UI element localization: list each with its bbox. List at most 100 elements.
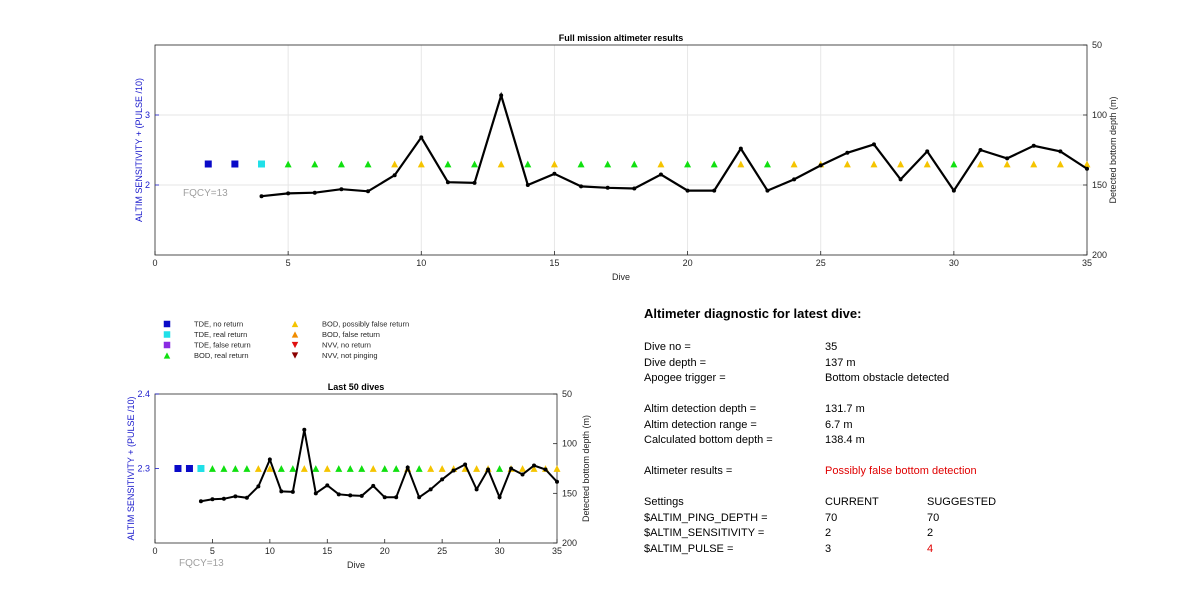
triangle-up-marker [1003,160,1011,168]
data-point [532,463,537,468]
data-point [198,499,203,504]
chart-title: Full mission altimeter results [559,33,684,43]
triangle-up-marker [358,465,366,472]
plot-frame [154,44,1088,256]
triangle-down-marker [291,352,299,359]
x-tick-label: 15 [549,258,559,268]
setting-current: 2 [825,527,832,539]
y-tick-label: 2.4 [137,389,150,399]
data-point [267,457,272,462]
data-point [486,467,491,472]
data-point [818,163,823,168]
square-marker [163,341,171,349]
data-point [210,497,215,502]
triangle-up-marker [710,160,718,168]
triangle-up-marker [163,352,171,359]
data-point [951,188,956,193]
triangle-up-marker [471,160,479,168]
triangle-up-marker [497,160,505,168]
results-label: Altimeter results = [644,465,733,477]
x-tick-label: 5 [210,546,215,556]
data-point [925,149,930,154]
dive-no-value: 35 [825,341,838,353]
data-point [366,189,371,194]
data-point [765,188,770,193]
altim-range-row: Altim detection range = 6.7 m [644,419,1164,435]
data-point [259,194,264,199]
data-point [428,487,433,492]
triangle-up-marker [923,160,931,168]
x-tick-label: 20 [683,258,693,268]
x-tick-label: 10 [416,258,426,268]
legend-label: TDE, real return [194,330,247,339]
data-point [463,462,468,467]
y-tick-label: 2 [145,180,150,190]
square-marker [185,465,193,472]
triangle-up-marker [392,465,400,472]
legend-entry: BOD, false return [291,330,380,339]
setting-name: $ALTIM_PULSE = [644,542,734,555]
data-point [392,173,397,178]
triangle-up-marker [337,160,345,168]
calc-depth-row: Calculated bottom depth = 138.4 m [644,434,1164,450]
data-point [290,489,295,494]
setting-row: $ALTIM_PING_DEPTH = 70 70 [644,512,1164,528]
y-tick-label: 2.3 [137,464,150,474]
full-mission-chart: 0 5 10 15 20 25 30 35 2 3 50 100 150 200 Full mission … [134,33,1118,282]
current-label: CURRENT [825,496,879,508]
triangle-up-marker [976,160,984,168]
x-tick-label: 30 [495,546,505,556]
triangle-up-marker [415,465,423,472]
square-marker [231,160,239,168]
y-right-tick-label: 150 [562,488,577,498]
data-point [417,495,422,500]
triangle-down-marker [291,341,299,349]
y-tick-label: 3 [145,110,150,120]
data-point [1031,143,1036,148]
data-point [256,484,261,489]
square-marker [258,160,266,168]
x-axis-label: Dive [612,272,630,282]
x-axis-label: Dive [347,560,365,570]
data-point [605,185,610,190]
triangle-up-marker [277,465,285,472]
data-point [497,495,502,500]
setting-suggested: 2 [927,527,934,539]
altim-depth-value: 131.7 m [825,403,865,415]
data-point [552,171,557,176]
dive-depth-row: Dive depth = 137 m [644,357,1164,373]
data-point [509,466,514,471]
data-point [359,493,364,498]
triangle-up-marker [438,465,446,472]
settings-header-row: Settings CURRENT SUGGESTED [644,496,1164,512]
triangle-up-marker [220,465,228,472]
diagnostic-panel: Altimeter diagnostic for latest dive: Di… [644,306,1164,558]
plot-frame [154,393,558,544]
data-point [339,187,344,192]
y-right-tick-label: 100 [562,439,577,449]
calc-depth-label: Calculated bottom depth = [644,434,773,446]
depth-line [261,91,1088,198]
x-tick-label: 0 [152,258,157,268]
x-tick-label: 0 [152,546,157,556]
data-point [555,479,559,484]
chart-title: Last 50 dives [328,382,385,392]
triangle-up-marker [444,160,452,168]
triangle-up-marker [550,160,558,168]
data-point [221,496,226,501]
triangle-up-marker [289,465,297,472]
data-point [302,427,307,432]
data-point [685,188,690,193]
triangle-up-marker [335,465,343,472]
results-value: Possibly false bottom detection [825,465,977,477]
apogee-label: Apogee trigger = [644,372,726,384]
data-point [1058,149,1063,154]
triangle-up-marker [630,160,638,168]
setting-name: $ALTIM_SENSITIVITY = [644,527,765,539]
triangle-up-marker [427,465,435,472]
data-point [244,495,249,500]
apogee-row: Apogee trigger = Bottom obstacle detecte… [644,372,1164,388]
data-point [325,483,330,488]
data-point [499,93,504,98]
data-point [405,465,410,470]
